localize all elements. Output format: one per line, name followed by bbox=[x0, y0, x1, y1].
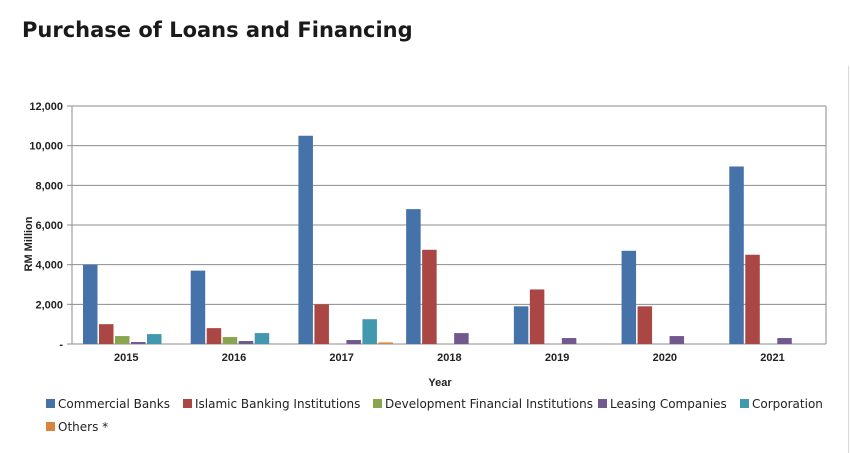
bar-corporation-2015 bbox=[147, 334, 162, 344]
bar-corporation-2016 bbox=[254, 333, 270, 344]
bar-commercial-banks-2018 bbox=[406, 209, 421, 344]
legend-item: Others * bbox=[46, 420, 108, 434]
y-tick-label: 12,000 bbox=[29, 101, 63, 113]
bar-leasing-companies-2017 bbox=[346, 340, 361, 344]
legend-item: Corporation bbox=[740, 397, 823, 411]
y-tick-label: 4,000 bbox=[35, 260, 63, 272]
bar-commercial-banks-2016 bbox=[190, 270, 206, 344]
legend-label: Leasing Companies bbox=[610, 397, 727, 411]
x-tick-label: 2021 bbox=[760, 352, 784, 364]
gridlines bbox=[72, 105, 826, 345]
legend-item: Islamic Banking Institutions bbox=[183, 397, 360, 411]
bar-development-financial-institutions-2016 bbox=[222, 337, 238, 344]
y-tick-label: 10,000 bbox=[29, 141, 63, 153]
bar-islamic-banking-institutions-2017 bbox=[314, 304, 329, 344]
bar-islamic-banking-institutions-2016 bbox=[206, 328, 222, 344]
bar-leasing-companies-2021 bbox=[777, 338, 792, 344]
axes bbox=[67, 105, 827, 345]
bar-leasing-companies-2015 bbox=[131, 342, 146, 344]
bar-corporation-2017 bbox=[362, 319, 377, 344]
legend-item: Leasing Companies bbox=[598, 397, 727, 411]
legend-swatch bbox=[46, 422, 55, 431]
y-tick-label: 6,000 bbox=[35, 220, 63, 232]
bar-islamic-banking-institutions-2018 bbox=[422, 249, 437, 344]
bar-leasing-companies-2016 bbox=[238, 341, 254, 344]
x-axis-label: Year bbox=[428, 377, 452, 389]
bar-islamic-banking-institutions-2020 bbox=[637, 306, 653, 344]
bar-leasing-companies-2019 bbox=[561, 338, 577, 344]
x-tick-label: 2017 bbox=[329, 352, 353, 364]
x-tick-labels: 2015 2016 2017 2018 2019 2020 2021 bbox=[114, 352, 785, 364]
x-tick-label: 2015 bbox=[114, 352, 138, 364]
bar-leasing-companies-2020 bbox=[669, 336, 685, 344]
legend-label: Commercial Banks bbox=[58, 397, 170, 411]
x-tick-label: 2018 bbox=[437, 352, 461, 364]
bar-development-financial-institutions-2015 bbox=[115, 336, 130, 344]
chart-title: Purchase of Loans and Financing bbox=[22, 18, 413, 42]
legend-swatch bbox=[598, 399, 607, 408]
bar-commercial-banks-2020 bbox=[621, 250, 637, 344]
legend-label: Development Financial Institutions bbox=[385, 397, 593, 411]
x-tick-label: 2020 bbox=[653, 352, 677, 364]
legend-label: Corporation bbox=[752, 397, 823, 411]
y-tick-label: - bbox=[59, 339, 63, 351]
legend-item: Development Financial Institutions bbox=[373, 397, 593, 411]
bar-commercial-banks-2019 bbox=[513, 306, 529, 344]
legend-swatch bbox=[46, 399, 55, 408]
bar-commercial-banks-2017 bbox=[298, 135, 313, 344]
legend-label: Islamic Banking Institutions bbox=[195, 397, 360, 411]
legend: Commercial Banks Islamic Banking Institut… bbox=[46, 397, 823, 434]
legend-swatch bbox=[183, 399, 192, 408]
legend-swatch bbox=[373, 399, 382, 408]
y-tick-label: 2,000 bbox=[35, 299, 63, 311]
bar-commercial-banks-2021 bbox=[729, 166, 744, 344]
bar-islamic-banking-institutions-2021 bbox=[745, 254, 760, 344]
y-tick-labels: - 2,000 4,000 6,000 8,000 10,000 12,000 bbox=[29, 101, 63, 351]
right-edge-divider bbox=[848, 66, 849, 453]
x-tick-label: 2016 bbox=[222, 352, 246, 364]
y-axis-label: RM Million bbox=[23, 216, 35, 271]
bar-others-2017 bbox=[378, 342, 393, 344]
bars bbox=[83, 135, 792, 344]
legend-swatch bbox=[740, 399, 749, 408]
bar-islamic-banking-institutions-2019 bbox=[529, 289, 545, 344]
x-tick-label: 2019 bbox=[545, 352, 569, 364]
legend-label: Others * bbox=[58, 420, 108, 434]
bar-leasing-companies-2018 bbox=[454, 333, 469, 344]
legend-item: Commercial Banks bbox=[46, 397, 170, 411]
y-tick-label: 8,000 bbox=[35, 180, 63, 192]
bar-islamic-banking-institutions-2015 bbox=[99, 324, 114, 344]
bar-commercial-banks-2015 bbox=[83, 264, 98, 344]
